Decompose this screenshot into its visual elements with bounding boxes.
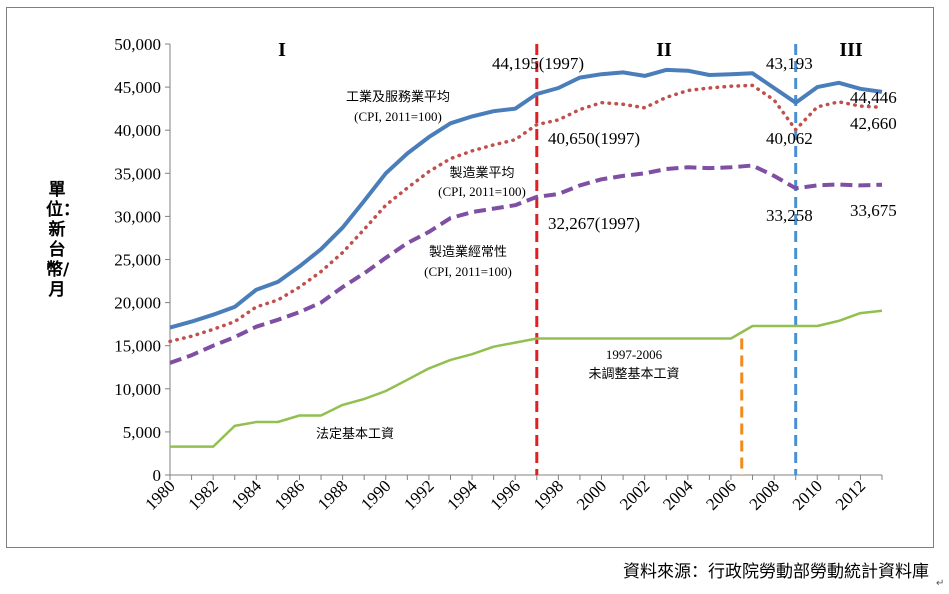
series-lines: [168, 67, 884, 448]
source-note: 資料來源：行政院勞動部勞動統計資料庫: [623, 562, 929, 582]
x-tick-label: 2012: [832, 476, 869, 513]
annotation-1997-mfg: 40,650(1997): [548, 129, 640, 148]
series-line-4: [170, 309, 883, 448]
y-axis-label: 單位：新台幣/月: [46, 180, 80, 300]
series-label-mfg-line2: (CPI, 2011=100): [438, 184, 526, 199]
period-label-3: III: [839, 39, 863, 61]
annotation-2009-industry: 43,193: [766, 54, 813, 73]
x-tick-label: 1984: [228, 476, 266, 514]
series-label-minwage: 法定基本工資: [316, 427, 394, 442]
paragraph-mark: ↵: [936, 578, 945, 589]
x-tick-label: 2006: [702, 476, 739, 513]
annotation-2013-regular: 33,675: [850, 201, 897, 220]
reference-lines: [535, 44, 798, 475]
y-tick-label: 25,000: [114, 251, 161, 270]
annotation-2009-mfg: 40,062: [766, 129, 813, 148]
x-tick-label: 1998: [530, 476, 567, 513]
x-tick-label: 1994: [443, 476, 481, 514]
annotation-1997-regular: 32,267(1997): [548, 214, 640, 233]
y-tick-label: 10,000: [114, 380, 161, 399]
series-label-regular-line1: 製造業經常性: [429, 244, 507, 260]
period-label-2: II: [656, 39, 672, 61]
y-tick-label: 5,000: [123, 423, 161, 442]
series-label-industry-line1: 工業及服務業平均: [346, 89, 450, 105]
y-tick-label: 50,000: [114, 35, 161, 54]
x-tick-label: 1986: [271, 476, 308, 513]
y-tick-label: 30,000: [114, 207, 161, 226]
series-label-mfg-line1: 製造業平均: [449, 165, 514, 181]
x-tick-label: 2002: [616, 476, 653, 513]
x-tick-label: 1996: [487, 476, 524, 513]
x-tick-label: 1988: [314, 476, 351, 513]
x-tick-label: 1982: [185, 476, 222, 513]
annotation-2013-industry: 44,446: [850, 88, 897, 107]
period-label-1: I: [278, 39, 286, 61]
x-tick-label: 2000: [573, 476, 610, 513]
freeze-label-line2: 未調整基本工資: [588, 367, 679, 382]
annotation-2013-mfg: 42,660: [850, 114, 897, 133]
annotation-1997-industry: 44,195(1997): [492, 54, 584, 73]
y-tick-label: 35,000: [114, 164, 161, 183]
y-tick-label: 0: [153, 466, 162, 485]
series-line-3: [169, 163, 883, 365]
x-tick-label: 1992: [400, 476, 437, 513]
y-tick-label: 20,000: [114, 294, 161, 313]
freeze-label-line1: 1997-2006: [606, 347, 663, 362]
x-tick-label: 1980: [141, 476, 178, 513]
series-line-1: [169, 67, 883, 330]
series-line-2: [168, 83, 884, 344]
y-tick-label: 15,000: [114, 337, 161, 356]
x-tick-label: 2010: [789, 476, 826, 513]
y-tick-label: 40,000: [114, 121, 161, 140]
series-label-regular-line2: (CPI, 2011=100): [424, 264, 512, 279]
x-tick-label: 1990: [357, 476, 394, 513]
x-tick-label: 2008: [745, 476, 782, 513]
annotation-2009-regular: 33,258: [766, 206, 813, 225]
series-label-industry-line2: (CPI, 2011=100): [354, 109, 442, 124]
y-tick-label: 45,000: [114, 78, 161, 97]
x-tick-label: 2004: [659, 476, 697, 514]
chart-frame: [6, 7, 934, 548]
